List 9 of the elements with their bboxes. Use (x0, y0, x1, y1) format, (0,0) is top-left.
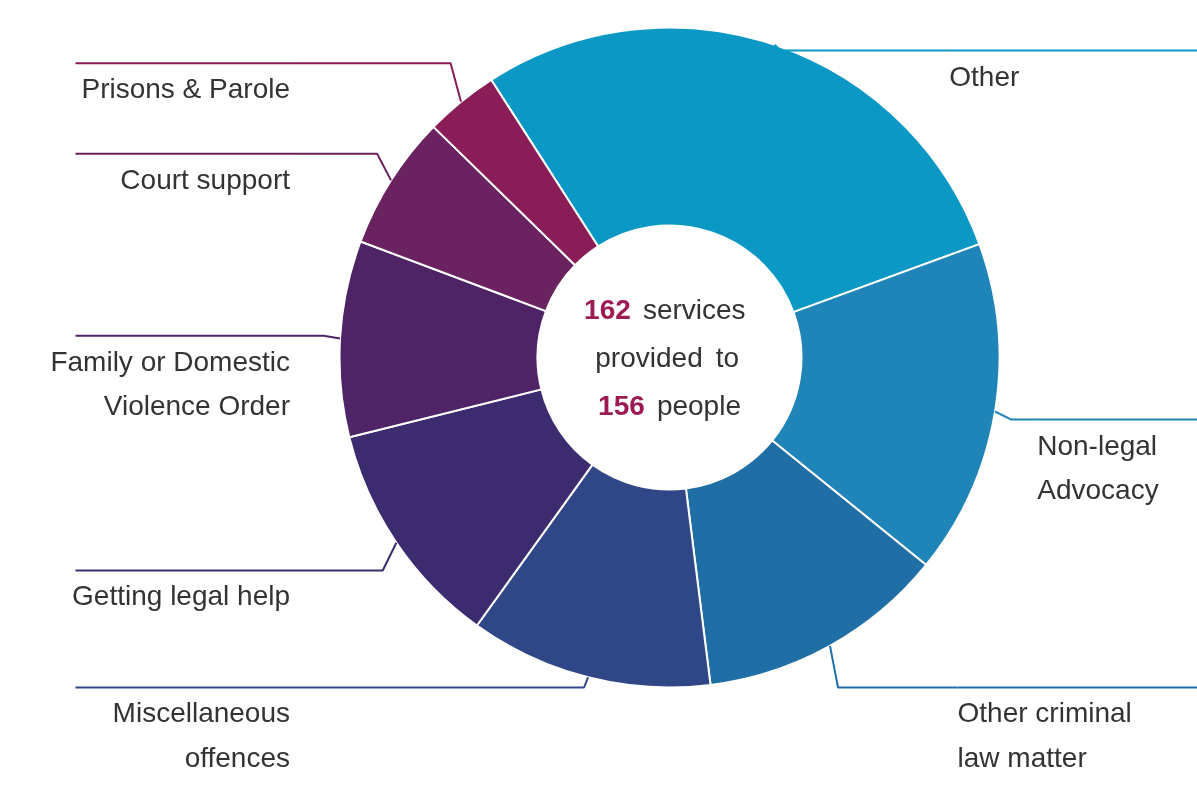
slice-label: Other criminal law matter (957, 697, 1132, 774)
slice-label: Miscellaneous offences (112, 697, 290, 774)
slice-label: Family or Domestic Violence Order (50, 345, 291, 422)
slice-label: Non-legal Advocacy (1037, 429, 1159, 506)
slice-label: Other (949, 60, 1020, 92)
slice-label: Court support (120, 163, 291, 195)
text: 162 services provided to 156 people (584, 294, 746, 421)
slice-label: Prisons & Parole (81, 73, 291, 105)
slice-label: Getting legal help (72, 580, 291, 612)
